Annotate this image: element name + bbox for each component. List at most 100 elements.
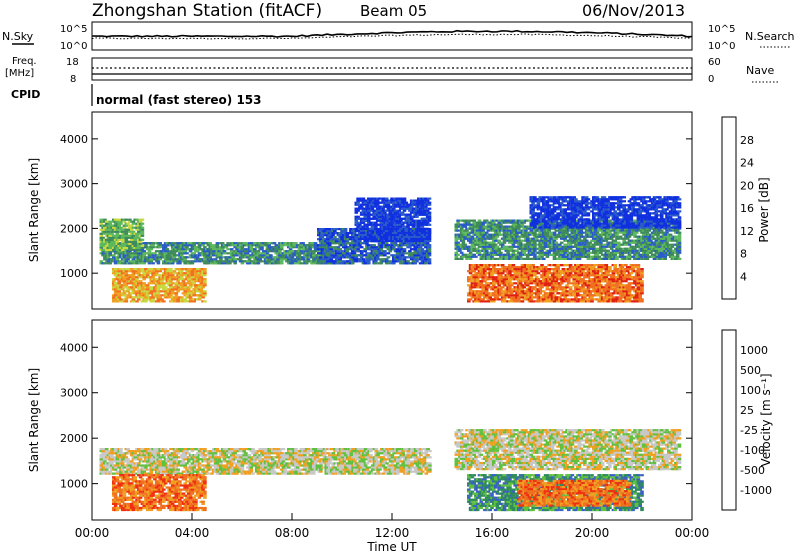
- data-cell: [552, 231, 557, 234]
- data-cell: [110, 230, 114, 233]
- data-cell: [145, 272, 150, 275]
- data-cell: [611, 233, 616, 236]
- data-cell: [563, 245, 567, 248]
- data-cell: [370, 207, 375, 210]
- data-cell: [117, 270, 121, 273]
- data-cell: [670, 257, 675, 260]
- data-cell: [581, 235, 585, 238]
- data-cell: [606, 249, 610, 252]
- data-cell: [120, 272, 125, 275]
- data-cell: [408, 207, 412, 210]
- data-cell: [674, 237, 678, 240]
- data-cell: [368, 248, 373, 251]
- data-cell: [468, 239, 473, 242]
- data-cell: [593, 237, 598, 240]
- data-cell: [475, 225, 480, 228]
- data-cell: [372, 244, 376, 247]
- data-cell: [413, 262, 417, 265]
- data-cell: [238, 250, 243, 253]
- data-cell: [658, 227, 662, 230]
- data-cell: [375, 199, 380, 202]
- data-cell: [659, 255, 664, 258]
- data-cell: [420, 231, 425, 234]
- data-cell: [333, 230, 337, 233]
- data-cell: [486, 253, 491, 256]
- data-cell: [117, 288, 121, 291]
- data-cell: [247, 262, 252, 265]
- data-cell: [129, 248, 134, 251]
- data-cell: [506, 231, 510, 234]
- data-cell: [356, 209, 360, 212]
- data-cell: [402, 233, 407, 236]
- data-cell: [208, 256, 212, 259]
- data-cell: [101, 252, 105, 255]
- data-cell: [536, 251, 541, 254]
- data-cell: [604, 257, 609, 260]
- data-cell: [133, 238, 137, 241]
- data-cell: [608, 241, 612, 244]
- data-cell: [381, 215, 385, 218]
- data-cell: [381, 199, 385, 202]
- data-cell: [545, 227, 550, 230]
- data-cell: [597, 255, 601, 258]
- data-cell: [633, 241, 637, 244]
- data-cell: [343, 248, 348, 251]
- data-cell: [274, 244, 279, 247]
- data-cell: [674, 231, 678, 234]
- data-cell: [652, 231, 657, 234]
- data-cell: [140, 226, 145, 229]
- data-cell: [135, 260, 139, 263]
- data-cell: [312, 256, 316, 259]
- data-cell: [356, 239, 360, 242]
- data-cell: [418, 246, 423, 249]
- data-cell: [402, 209, 407, 212]
- data-cell: [226, 252, 230, 255]
- data-cell: [615, 233, 619, 236]
- data-cell: [568, 239, 573, 242]
- data-cell: [99, 232, 104, 235]
- data-cell: [577, 241, 582, 244]
- data-cell: [404, 237, 409, 240]
- data-cell: [343, 244, 348, 247]
- data-cell: [504, 225, 509, 228]
- data-cell: [368, 217, 373, 220]
- data-cell: [281, 254, 286, 257]
- data-cell: [224, 246, 229, 249]
- data-cell: [350, 262, 355, 265]
- data-cell: [481, 249, 485, 252]
- data-cell: [381, 213, 385, 216]
- data-cell: [604, 239, 609, 242]
- data-cell: [194, 272, 198, 275]
- data-cell: [129, 268, 134, 271]
- data-cell: [608, 229, 612, 232]
- data-cell: [404, 256, 409, 259]
- data-cell: [470, 231, 475, 234]
- data-cell: [611, 221, 616, 224]
- data-cell: [558, 257, 562, 260]
- data-cell: [188, 250, 193, 253]
- data-cell: [135, 224, 139, 227]
- data-cell: [636, 255, 641, 258]
- data-cell: [103, 246, 107, 249]
- data-cell: [103, 224, 107, 227]
- data-cell: [645, 255, 650, 258]
- data-cell: [176, 248, 180, 251]
- data-cell: [343, 236, 348, 239]
- data-cell: [379, 248, 384, 251]
- data-cell: [583, 251, 587, 254]
- data-cell: [409, 256, 414, 259]
- data-cell: [368, 231, 373, 234]
- data-cell: [418, 262, 423, 265]
- data-cell: [352, 232, 357, 235]
- data-cell: [399, 225, 403, 228]
- data-cell: [456, 245, 460, 248]
- data-cell: [545, 235, 550, 238]
- data-cell: [343, 234, 348, 237]
- data-cell: [318, 246, 323, 249]
- data-cell: [406, 229, 410, 232]
- data-cell: [233, 262, 237, 265]
- data-cell: [468, 255, 473, 258]
- data-cell: [574, 257, 578, 260]
- data-cell: [406, 235, 410, 238]
- data-cell: [634, 239, 639, 242]
